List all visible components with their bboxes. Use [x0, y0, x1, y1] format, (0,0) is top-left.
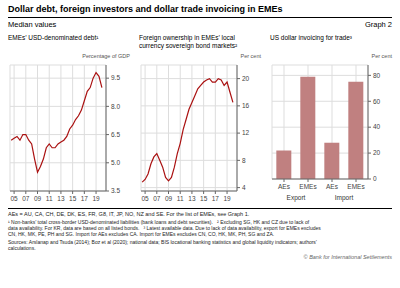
svg-text:80: 80	[373, 72, 381, 79]
svg-text:EMEs: EMEs	[299, 183, 317, 190]
svg-text:11: 11	[177, 195, 184, 202]
svg-text:13: 13	[57, 195, 65, 202]
html-text:Import: Import	[334, 194, 354, 201]
svg-text:60: 60	[373, 98, 381, 105]
html-text:Percentage of GDP: Percentage of GDP	[82, 53, 130, 59]
svg-text:3.5: 3.5	[111, 187, 120, 194]
svg-text:19: 19	[223, 195, 231, 202]
svg-text:40: 40	[373, 123, 381, 130]
svg-text:8.0: 8.0	[111, 103, 120, 110]
svg-text:8: 8	[242, 157, 246, 164]
svg-text:07: 07	[153, 195, 161, 202]
svg-text:0: 0	[373, 175, 377, 182]
svg-text:15: 15	[69, 195, 77, 202]
html-text:Median values: Median values	[8, 20, 57, 29]
svg-text:07: 07	[22, 195, 30, 202]
svg-text:17: 17	[81, 195, 89, 202]
svg-text:09: 09	[34, 195, 42, 202]
svg-text:17: 17	[212, 195, 220, 202]
svg-text:4: 4	[242, 184, 246, 191]
svg-text:AEs: AEs	[278, 183, 291, 190]
html-text:© Bank for International Settl: © Bank for International Settlements	[303, 254, 392, 260]
html-text:US dollar invoicing for trade³: US dollar invoicing for trade³	[270, 34, 352, 41]
svg-text:19: 19	[92, 195, 100, 202]
svg-text:09: 09	[165, 195, 173, 202]
html-text:Per cent: Per cent	[371, 53, 392, 59]
html-text:Per cent: Per cent	[240, 53, 261, 59]
svg-text:05: 05	[141, 195, 149, 202]
html-text:Foreign ownership in EMEs’ loc: Foreign ownership in EMEs’ local currenc…	[139, 34, 238, 49]
svg-text:05: 05	[10, 195, 18, 202]
html-text:AEs = AU, CA, CH, DE, DK, ES,: AEs = AU, CA, CH, DE, DK, ES, FR, G8, IT…	[8, 211, 250, 217]
svg-text:EMEs: EMEs	[347, 183, 365, 190]
svg-text:11: 11	[46, 195, 53, 202]
html-text:Dollar debt, foreign investors: Dollar debt, foreign investors and dolla…	[8, 4, 283, 14]
svg-text:13: 13	[188, 195, 196, 202]
html-text:EMEs’ USD-denominated debt¹: EMEs’ USD-denominated debt¹	[8, 34, 99, 41]
svg-text:16: 16	[242, 102, 250, 109]
svg-text:20: 20	[373, 149, 381, 156]
svg-text:AEs: AEs	[326, 183, 339, 190]
html-text:¹ Non-banks’ total cross-borde: ¹ Non-banks’ total cross-border USD-deno…	[8, 219, 321, 238]
html-text:Export: Export	[286, 194, 306, 201]
svg-text:20: 20	[242, 75, 250, 82]
svg-text:6.5: 6.5	[111, 131, 120, 138]
html-text:Graph 2: Graph 2	[364, 20, 392, 29]
svg-text:15: 15	[200, 195, 208, 202]
html-text:Sources: Arslanap and Tsuda (2: Sources: Arslanap and Tsuda (2014); Boz …	[8, 238, 317, 251]
svg-text:12: 12	[242, 129, 250, 136]
svg-text:5.0: 5.0	[111, 159, 120, 166]
svg-text:9.5: 9.5	[111, 74, 120, 81]
